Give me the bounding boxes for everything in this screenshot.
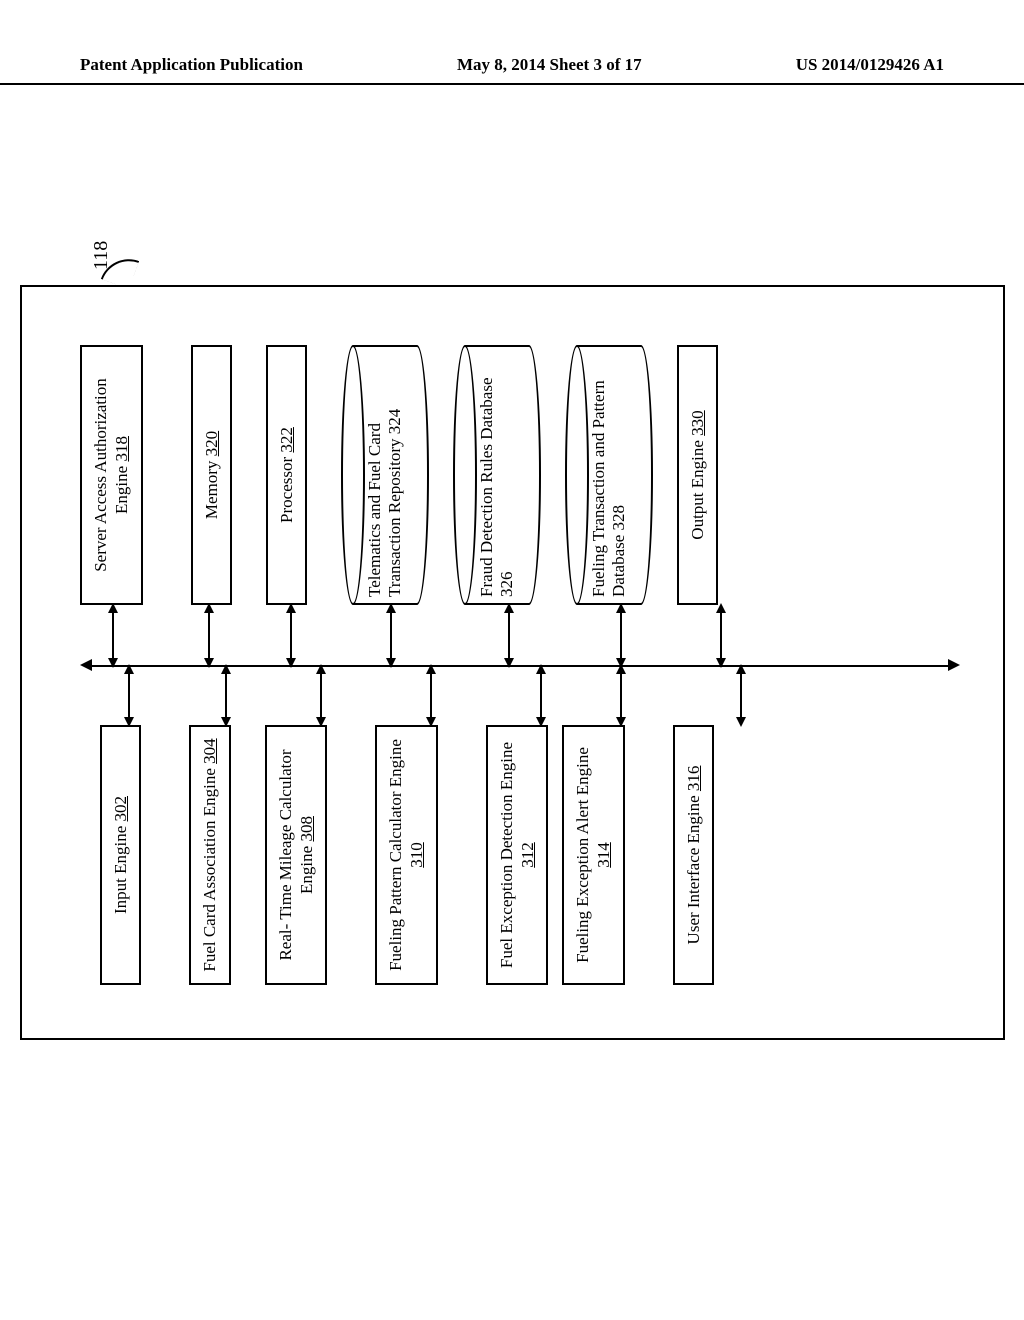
- box-processor: Processor 322: [266, 345, 307, 605]
- conn-r5: [620, 605, 622, 666]
- box-label: Memory 320: [201, 431, 222, 519]
- box-fuel-exception-detect: Fuel Exception Detection Engine 312: [486, 725, 549, 985]
- box-label: Processor 322: [276, 427, 297, 523]
- header-center: May 8, 2014 Sheet 3 of 17: [457, 55, 642, 75]
- cyl-fraud-rules-db: Fraud Detection Rules Database 326: [453, 345, 541, 605]
- conn-l5: [620, 666, 622, 725]
- box-label: Fueling Exception Alert Engine 314: [572, 733, 615, 977]
- box-user-interface: User Interface Engine 316: [673, 725, 714, 985]
- central-bus: [90, 665, 950, 667]
- box-fuel-card-association: Fuel Card Association Engine 304: [189, 725, 230, 985]
- box-output-engine: Output Engine 330: [677, 345, 718, 605]
- conn-r0: [112, 605, 114, 666]
- box-label: Fuel Exception Detection Engine 312: [496, 733, 539, 977]
- box-label: Input Engine 302: [110, 796, 131, 914]
- cyl-label: Fueling Transaction and Pattern Database…: [589, 353, 630, 597]
- box-label: Fuel Card Association Engine 304: [199, 738, 220, 971]
- page-header: Patent Application Publication May 8, 20…: [0, 55, 1024, 85]
- header-right: US 2014/0129426 A1: [796, 55, 944, 75]
- conn-l3: [430, 666, 432, 725]
- conn-l4: [540, 666, 542, 725]
- conn-r2: [290, 605, 292, 666]
- box-fueling-pattern: Fueling Pattern Calculator Engine 310: [375, 725, 438, 985]
- box-input-engine: Input Engine 302: [100, 725, 141, 985]
- box-realtime-mileage: Real- Time Mileage Calculator Engine 308: [265, 725, 328, 985]
- figure-stage: 118 Input Engine 302 Fuel Card Associati…: [20, 285, 1005, 1040]
- conn-r1: [208, 605, 210, 666]
- box-label: Real- Time Mileage Calculator Engine 308: [275, 733, 318, 977]
- cyl-fueling-pattern-db: Fueling Transaction and Pattern Database…: [565, 345, 653, 605]
- left-column: Input Engine 302 Fuel Card Association E…: [100, 725, 714, 985]
- conn-r6: [720, 605, 722, 666]
- box-label: Fueling Pattern Calculator Engine 310: [385, 733, 428, 977]
- conn-l1: [225, 666, 227, 725]
- conn-r3: [390, 605, 392, 666]
- conn-r4: [508, 605, 510, 666]
- header-left: Patent Application Publication: [80, 55, 303, 75]
- conn-l6: [740, 666, 742, 725]
- cyl-label: Fraud Detection Rules Database 326: [477, 353, 518, 597]
- box-server-access-auth: Server Access Authorization Engine 318: [80, 345, 143, 605]
- box-label: Server Access Authorization Engine 318: [90, 353, 133, 597]
- right-column: Server Access Authorization Engine 318 M…: [80, 345, 718, 605]
- conn-l2: [320, 666, 322, 725]
- cyl-label: Telematics and Fuel Card Transaction Rep…: [365, 353, 406, 597]
- cyl-telematics-repo: Telematics and Fuel Card Transaction Rep…: [341, 345, 429, 605]
- box-label: Output Engine 330: [687, 410, 708, 539]
- conn-l0: [128, 666, 130, 725]
- box-memory: Memory 320: [191, 345, 232, 605]
- box-label: User Interface Engine 316: [683, 766, 704, 945]
- box-fueling-exception-alert: Fueling Exception Alert Engine 314: [562, 725, 625, 985]
